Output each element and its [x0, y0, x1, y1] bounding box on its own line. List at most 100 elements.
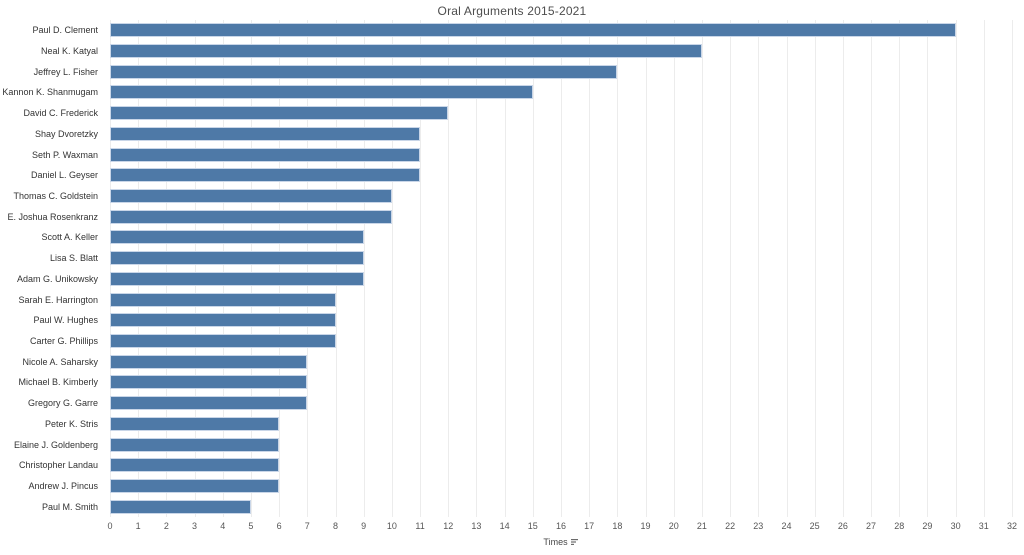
bar-row — [110, 103, 1012, 124]
category-label: Paul M. Smith — [41, 501, 98, 512]
bar-row — [110, 372, 1012, 393]
gridline — [391, 20, 393, 517]
gridline — [730, 20, 732, 517]
category-label: Scott A. Keller — [41, 232, 98, 243]
category-label: Carter G. Phillips — [29, 335, 98, 346]
category-labels: Paul D. Clement Neal K. Katyal Jeffrey L. … — [0, 20, 104, 517]
bar[interactable] — [110, 126, 421, 141]
bar[interactable] — [110, 64, 618, 79]
x-tick-label: 30 — [950, 521, 961, 531]
bar[interactable] — [110, 333, 336, 348]
x-tick-label: 16 — [555, 521, 567, 531]
x-tick-label: 3 — [192, 521, 198, 531]
bar[interactable] — [110, 499, 251, 514]
category-label: Seth P. Waxman — [31, 149, 98, 160]
gridline — [279, 20, 281, 517]
gridline — [645, 20, 647, 517]
category-label: Gregory G. Garre — [27, 398, 98, 409]
bar[interactable] — [110, 478, 280, 493]
category-label: Lisa S. Blatt — [49, 253, 98, 264]
x-tick-label: 28 — [894, 521, 905, 531]
x-tick-label: 8 — [332, 521, 339, 531]
gridline — [250, 20, 252, 517]
x-axis-label: Times — [543, 537, 568, 547]
chart-title: Oral Arguments 2015-2021 — [437, 4, 587, 18]
bar[interactable] — [110, 313, 336, 328]
category-label: Shay Dvoretzky — [34, 128, 98, 139]
category-label: Jeffrey L. Fisher — [33, 66, 98, 77]
category-label: Sarah E. Harrington — [18, 294, 98, 305]
gridline — [532, 20, 534, 517]
x-tick-label: 19 — [640, 521, 651, 531]
x-tick-label: 1 — [135, 521, 141, 531]
x-tick-label: 7 — [304, 521, 310, 531]
bar-row — [110, 186, 1012, 207]
x-axis-ticks: 0 1 2 3 4 5 6 7 8 9 10 11 12 13 14 15 16 17 18 19 20 21 22 23 24… — [0, 521, 1024, 533]
bar[interactable] — [110, 85, 533, 100]
bar-row — [110, 434, 1012, 455]
category-label: David C. Frederick — [23, 108, 98, 119]
x-tick-label: 18 — [612, 521, 623, 531]
bar-row — [110, 476, 1012, 497]
bar[interactable] — [110, 168, 421, 183]
bar[interactable] — [110, 375, 308, 390]
gridline — [758, 20, 760, 517]
gridline — [701, 20, 703, 517]
category-label: Thomas C. Goldstein — [13, 191, 98, 201]
gridline — [814, 20, 816, 517]
gridline — [673, 20, 675, 517]
x-tick-label: 20 — [668, 521, 679, 531]
bar[interactable] — [110, 147, 421, 162]
gridline — [307, 20, 309, 517]
bar[interactable] — [110, 44, 702, 59]
x-tick-label: 6 — [276, 521, 282, 531]
x-tick-label: 12 — [443, 521, 454, 531]
x-tick-label: 4 — [220, 521, 226, 531]
bar[interactable] — [110, 458, 280, 473]
x-tick-label: 13 — [471, 521, 482, 531]
gridline — [194, 20, 196, 517]
bar[interactable] — [110, 251, 364, 266]
bar-row — [110, 496, 1012, 517]
bar[interactable] — [110, 354, 308, 369]
x-tick-label: 17 — [584, 521, 595, 531]
bar[interactable] — [110, 209, 392, 224]
x-tick-label: 31 — [978, 521, 989, 531]
bar[interactable] — [110, 416, 280, 431]
gridline — [222, 20, 224, 517]
bar[interactable] — [110, 396, 308, 411]
gridline — [955, 20, 957, 517]
gridline — [110, 20, 111, 517]
category-label: Neal K. Katyal — [40, 46, 98, 57]
bar-row — [110, 248, 1012, 269]
bar[interactable] — [110, 271, 364, 286]
bar[interactable] — [110, 230, 364, 245]
x-tick-label: 0 — [107, 521, 113, 531]
bar-row — [110, 124, 1012, 145]
x-tick-label: 15 — [527, 521, 538, 531]
x-tick-label: 11 — [415, 521, 425, 531]
x-tick-label: 24 — [781, 521, 792, 531]
gridline — [504, 20, 506, 517]
bar[interactable] — [110, 189, 392, 203]
gridline — [927, 20, 929, 517]
bar-row — [110, 310, 1012, 331]
category-label: Daniel L. Geyser — [30, 170, 98, 181]
bar-row — [110, 206, 1012, 227]
category-label: Adam G. Unikowsky — [16, 273, 98, 284]
gridline — [589, 20, 591, 517]
bar[interactable] — [110, 292, 336, 307]
gridline — [476, 20, 478, 517]
bar-row — [110, 331, 1012, 352]
bar[interactable] — [110, 106, 449, 121]
x-tick-label: 26 — [837, 521, 848, 531]
bar-row — [110, 82, 1012, 103]
gridline — [561, 20, 562, 517]
bar[interactable] — [110, 23, 956, 38]
sort-descending-icon[interactable] — [570, 538, 579, 548]
bar-row — [110, 289, 1012, 310]
gridline — [138, 20, 140, 517]
bar-row — [110, 165, 1012, 186]
bar-row — [110, 20, 1012, 41]
bar[interactable] — [110, 437, 280, 452]
